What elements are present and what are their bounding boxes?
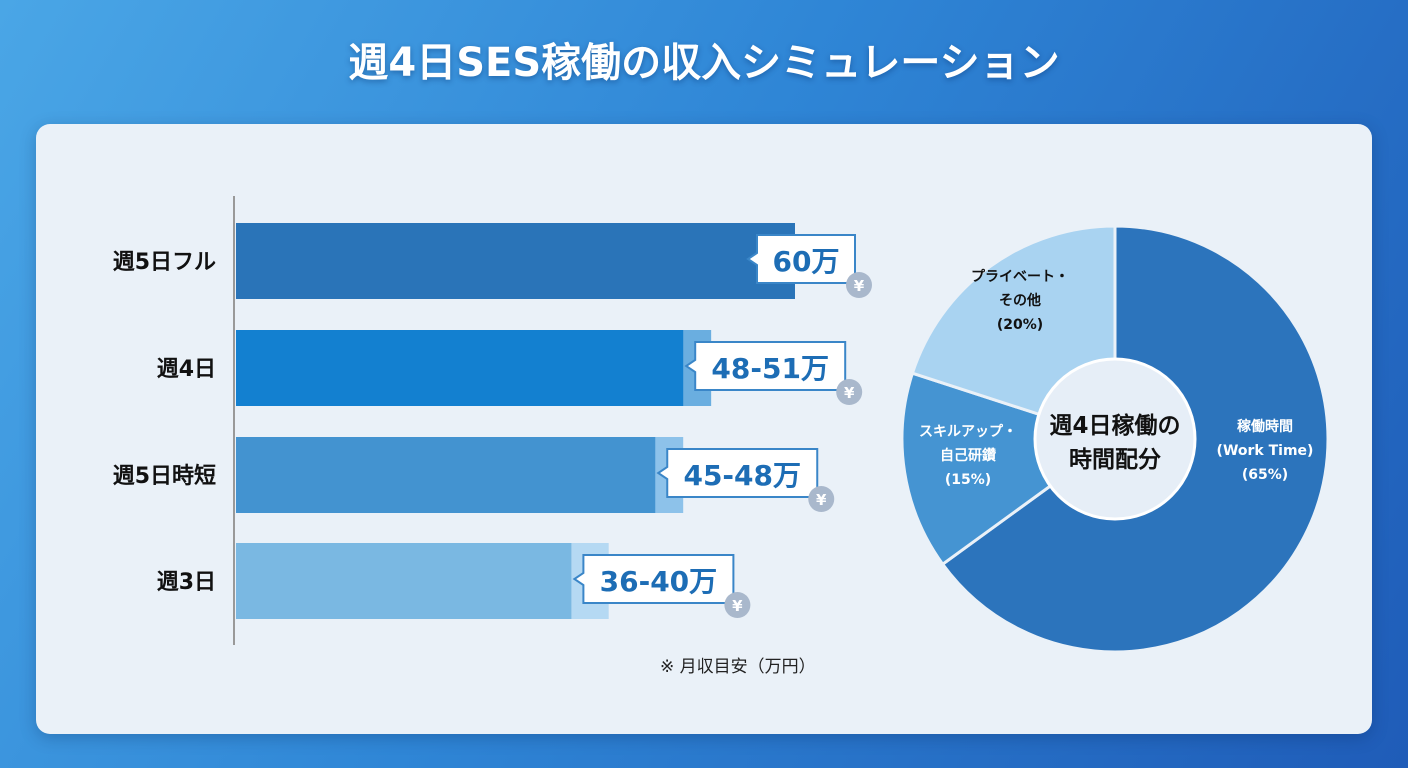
callout-box	[572, 554, 735, 604]
slice-label: (65%)	[1242, 467, 1288, 483]
callout-box	[746, 234, 856, 284]
category-label: 週5日時短	[113, 464, 216, 489]
pie-slice	[900, 371, 1119, 567]
center-label: 週4日稼働の	[1049, 412, 1180, 439]
slice-label: プライベート・	[971, 269, 1069, 285]
data-label-callout: 36-40万 ¥	[572, 554, 751, 618]
callout-box	[656, 448, 819, 498]
center-label: 時間配分	[1069, 447, 1161, 473]
yen-symbol: ¥	[854, 277, 865, 295]
yen-symbol: ¥	[844, 384, 855, 402]
bar	[236, 330, 684, 406]
category-label: 週5日フル	[113, 250, 216, 275]
yen-coin-icon	[724, 592, 751, 618]
donut-center	[1033, 357, 1197, 521]
bar	[236, 437, 656, 513]
slice-label: 自己研鑽	[940, 447, 996, 464]
slice-label: その他	[999, 292, 1041, 309]
data-label: 36-40万	[600, 565, 718, 598]
yen-symbol: ¥	[816, 491, 827, 509]
slice-label: (15%)	[945, 472, 991, 488]
slice-label: (Work Time)	[1217, 443, 1314, 459]
unit-note: ※ 月収目安（万円）	[660, 657, 816, 677]
data-label: 48-51万	[711, 352, 829, 385]
yen-coin-icon	[836, 379, 863, 405]
yen-coin-icon	[846, 272, 872, 298]
page-title: 週4日SES稼働の収入シミュレーション	[348, 40, 1060, 86]
data-label: 45-48万	[683, 459, 801, 492]
data-label-callout: 60万 ¥	[746, 234, 872, 298]
yen-symbol: ¥	[732, 597, 743, 615]
category-label: 週4日	[157, 357, 216, 382]
category-label: 週3日	[157, 570, 216, 595]
bar	[236, 543, 572, 619]
data-label: 60万	[773, 245, 840, 278]
data-label-callout: 48-51万 ¥	[684, 341, 863, 405]
slice-label: (20%)	[997, 317, 1043, 333]
slice-label: スキルアップ・	[919, 424, 1017, 440]
yen-coin-icon	[808, 486, 835, 512]
callout-box	[684, 341, 847, 391]
slice-label: 稼働時間	[1237, 418, 1293, 435]
bar	[236, 223, 795, 299]
data-label-callout: 45-48万 ¥	[656, 448, 835, 512]
